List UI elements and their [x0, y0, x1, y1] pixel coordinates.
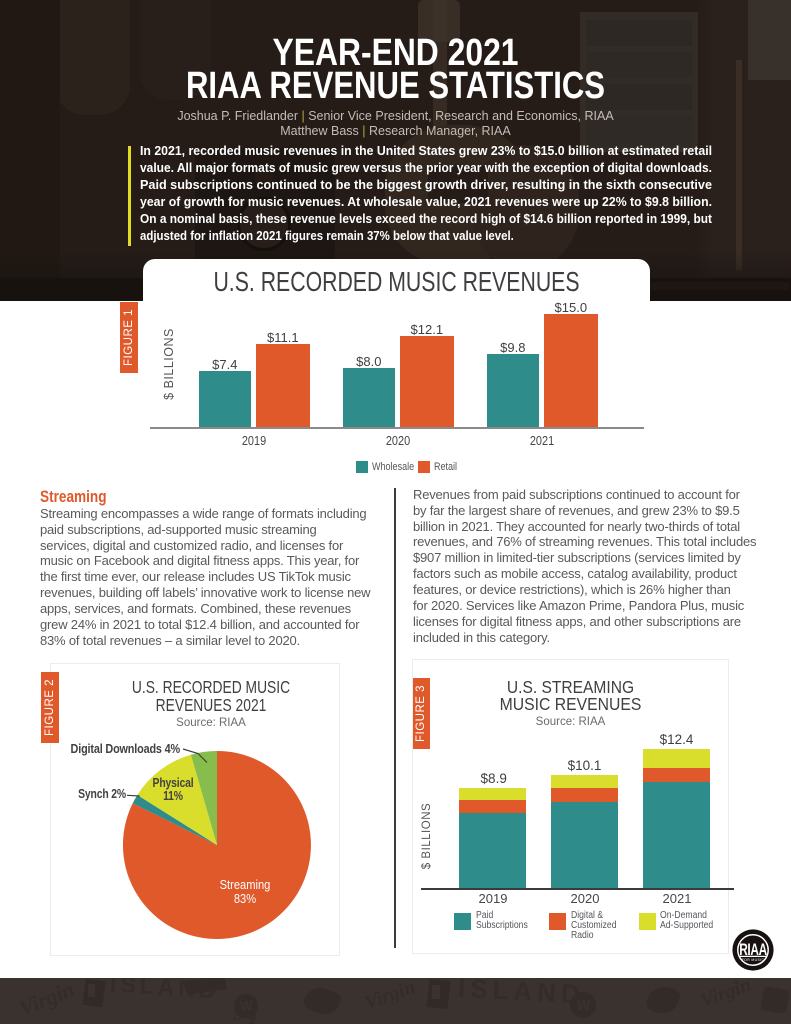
svg-text:FOR MUSIC: FOR MUSIC	[742, 958, 765, 962]
svg-text:RIAA: RIAA	[739, 941, 767, 959]
